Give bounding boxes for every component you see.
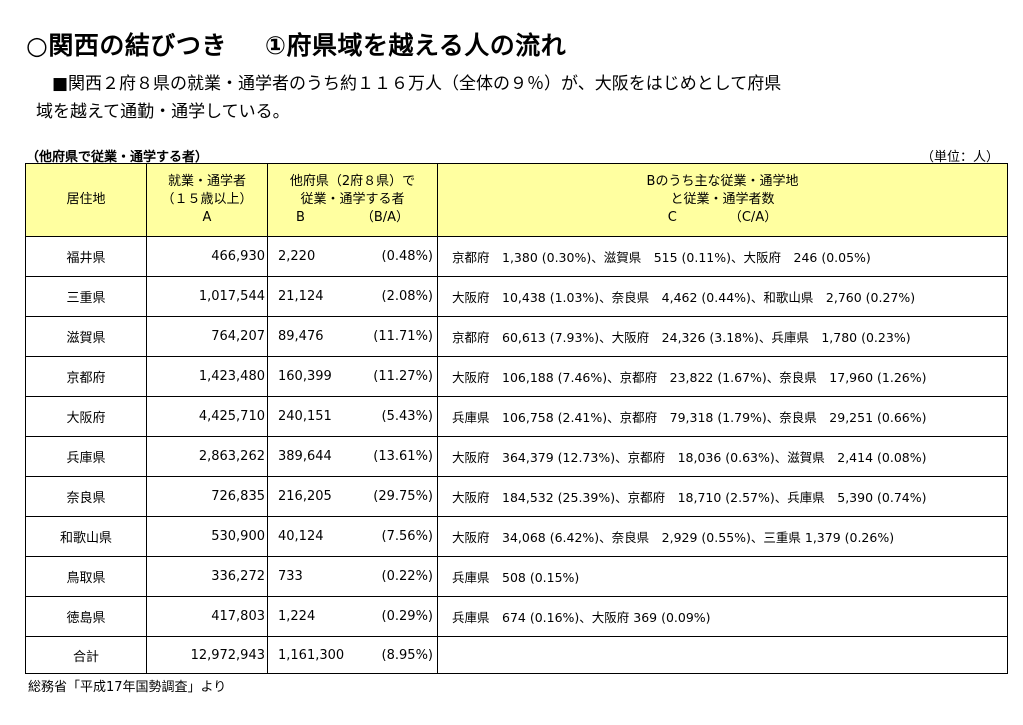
cell-b-ratio: (0.48%) — [381, 249, 433, 264]
cell-detail — [437, 636, 1008, 674]
cell-residence: 合計 — [25, 636, 147, 674]
cell-residence: 鳥取県 — [25, 556, 147, 597]
cell-b-value: 1,224 — [278, 609, 316, 624]
cell-residence: 和歌山県 — [25, 516, 147, 557]
cell-b: 21,124 (2.08%) — [267, 276, 438, 317]
cell-b-ratio: (7.56%) — [381, 529, 433, 544]
cell-b: 2,220 (0.48%) — [267, 236, 438, 277]
table-caption: （他府県で従業・通学する者） — [26, 150, 209, 165]
cell-b: 1,224 (0.29%) — [267, 596, 438, 637]
cell-detail: 兵庫県 674 (0.16%)、大阪府 369 (0.09%) — [437, 596, 1008, 637]
cell-detail: 大阪府 34,068 (6.42%)、奈良県 2,929 (0.55%)、三重県… — [437, 516, 1008, 557]
cell-detail: 大阪府 184,532 (25.39%)、京都府 18,710 (2.57%)、… — [437, 476, 1008, 517]
cell-b-ratio: (11.27%) — [373, 369, 433, 384]
header-a: 就業・通学者 （１５歳以上） A — [146, 163, 268, 237]
table-row: 大阪府 4,425,710 240,151 (5.43%) 兵庫県 106,758 (2… — [25, 396, 1008, 437]
cell-a: 336,272 — [146, 556, 268, 597]
cell-a: 530,900 — [146, 516, 268, 557]
cell-b: 733 (0.22%) — [267, 556, 438, 597]
header-c: Bのうち主な従業・通学地 と従業・通学者数 C （C/A） — [437, 163, 1008, 237]
cell-b-value: 21,124 — [278, 289, 324, 304]
cell-b-value: 733 — [278, 569, 303, 584]
cell-residence: 徳島県 — [25, 596, 147, 637]
cell-b-value: 160,399 — [278, 369, 332, 384]
cell-residence: 京都府 — [25, 356, 147, 397]
table-row: 和歌山県 530,900 40,124 (7.56%) 大阪府 34,068 (6.42… — [25, 516, 1008, 557]
commute-table: 居住地 就業・通学者 （１５歳以上） A 他府県（2府８県）で 従業・通学する者… — [25, 163, 1008, 674]
cell-b: 1,161,300 (8.95%) — [267, 636, 438, 674]
cell-a: 4,425,710 — [146, 396, 268, 437]
title-main: ○関西の結びつき — [26, 31, 227, 60]
cell-b-ratio: (13.61%) — [373, 449, 433, 464]
cell-b: 160,399 (11.27%) — [267, 356, 438, 397]
cell-a: 2,863,262 — [146, 436, 268, 477]
cell-b-value: 240,151 — [278, 409, 332, 424]
cell-residence: 福井県 — [25, 236, 147, 277]
cell-b-value: 1,161,300 — [278, 647, 345, 663]
lead-text: ■関西２府８県の就業・通学者のうち約１１６万人（全体の９％）が、大阪をはじめとし… — [36, 70, 972, 126]
cell-detail: 兵庫県 508 (0.15%) — [437, 556, 1008, 597]
cell-b: 40,124 (7.56%) — [267, 516, 438, 557]
page-title: ○関西の結びつき ①府県域を越える人の流れ — [26, 26, 566, 62]
table-total-row: 合計 12,972,943 1,161,300 (8.95%) — [25, 636, 1008, 674]
cell-a: 466,930 — [146, 236, 268, 277]
header-residence: 居住地 — [25, 163, 147, 237]
table-row: 三重県 1,017,544 21,124 (2.08%) 大阪府 10,438 (1.0… — [25, 276, 1008, 317]
cell-detail: 大阪府 10,438 (1.03%)、奈良県 4,462 (0.44%)、和歌山… — [437, 276, 1008, 317]
cell-b-ratio: (29.75%) — [373, 489, 433, 504]
table-row: 鳥取県 336,272 733 (0.22%) 兵庫県 508 (0.15%) — [25, 556, 1008, 597]
cell-b: 240,151 (5.43%) — [267, 396, 438, 437]
cell-b-ratio: (2.08%) — [381, 289, 433, 304]
cell-b-value: 216,205 — [278, 489, 332, 504]
table-row: 徳島県 417,803 1,224 (0.29%) 兵庫県 674 (0.16%)、大阪… — [25, 596, 1008, 637]
table-row: 福井県 466,930 2,220 (0.48%) 京都府 1,380 (0.30%)、… — [25, 236, 1008, 277]
cell-detail: 兵庫県 106,758 (2.41%)、京都府 79,318 (1.79%)、奈… — [437, 396, 1008, 437]
table-unit: （単位：人） — [920, 150, 999, 165]
cell-b-ratio: (11.71%) — [373, 329, 433, 344]
cell-a: 1,017,544 — [146, 276, 268, 317]
cell-detail: 京都府 1,380 (0.30%)、滋賀県 515 (0.11%)、大阪府 24… — [437, 236, 1008, 277]
cell-a: 764,207 — [146, 316, 268, 357]
cell-a: 1,423,480 — [146, 356, 268, 397]
header-b: 他府県（2府８県）で 従業・通学する者 B （B/A） — [267, 163, 438, 237]
cell-detail: 大阪府 106,188 (7.46%)、京都府 23,822 (1.67%)、奈… — [437, 356, 1008, 397]
cell-b-ratio: (0.29%) — [381, 609, 433, 624]
cell-residence: 三重県 — [25, 276, 147, 317]
title-sub: ①府県域を越える人の流れ — [264, 31, 567, 60]
cell-b: 389,644 (13.61%) — [267, 436, 438, 477]
cell-residence: 奈良県 — [25, 476, 147, 517]
lead-line-1: ■関西２府８県の就業・通学者のうち約１１６万人（全体の９％）が、大阪をはじめとし… — [52, 74, 782, 94]
cell-residence: 大阪府 — [25, 396, 147, 437]
cell-b: 89,476 (11.71%) — [267, 316, 438, 357]
lead-line-2: 域を越えて通勤・通学している。 — [36, 102, 290, 122]
cell-a: 726,835 — [146, 476, 268, 517]
cell-b-ratio: (0.22%) — [381, 569, 433, 584]
cell-b-value: 2,220 — [278, 249, 316, 264]
cell-b-ratio: (5.43%) — [381, 409, 433, 424]
cell-residence: 兵庫県 — [25, 436, 147, 477]
table-row: 兵庫県 2,863,262 389,644 (13.61%) 大阪府 364,379 (… — [25, 436, 1008, 477]
cell-a: 12,972,943 — [146, 636, 268, 674]
cell-b-value: 40,124 — [278, 529, 324, 544]
cell-b-value: 89,476 — [278, 329, 324, 344]
cell-detail: 京都府 60,613 (7.93%)、大阪府 24,326 (3.18%)、兵庫… — [437, 316, 1008, 357]
cell-a: 417,803 — [146, 596, 268, 637]
source-note: 総務省「平成17年国勢調査」より — [28, 680, 227, 695]
table-row: 奈良県 726,835 216,205 (29.75%) 大阪府 184,532 (25… — [25, 476, 1008, 517]
cell-b-ratio: (8.95%) — [381, 647, 433, 663]
cell-detail: 大阪府 364,379 (12.73%)、京都府 18,036 (0.63%)、… — [437, 436, 1008, 477]
table-header-row: 居住地 就業・通学者 （１５歳以上） A 他府県（2府８県）で 従業・通学する者… — [25, 163, 1008, 237]
cell-b: 216,205 (29.75%) — [267, 476, 438, 517]
cell-residence: 滋賀県 — [25, 316, 147, 357]
table-row: 滋賀県 764,207 89,476 (11.71%) 京都府 60,613 (7.93… — [25, 316, 1008, 357]
cell-b-value: 389,644 — [278, 449, 332, 464]
table-row: 京都府 1,423,480 160,399 (11.27%) 大阪府 106,188 (… — [25, 356, 1008, 397]
